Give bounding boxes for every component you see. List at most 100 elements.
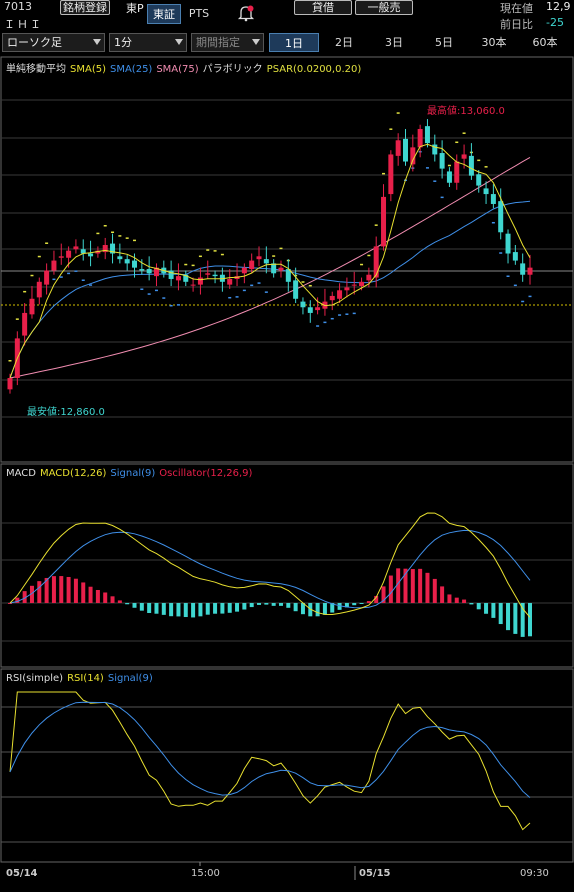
candle-body (44, 270, 50, 285)
macd-osc-bar (300, 603, 305, 615)
macd-osc-bar (476, 603, 481, 610)
period-range-placeholder: 期間指定 (196, 36, 240, 49)
interval-select[interactable]: 1分 (109, 33, 187, 52)
period-tab-60bars[interactable]: 60本 (532, 36, 558, 49)
psar-dot (125, 237, 129, 239)
psar-dot (59, 276, 63, 278)
macd-signal-line (9, 529, 531, 609)
chart-type-select[interactable]: ローソク足 (2, 33, 105, 52)
macd-osc-bar (293, 603, 298, 612)
register-button[interactable]: 銘柄登録 (60, 0, 110, 15)
candle-body (190, 284, 196, 286)
psar-dot (162, 297, 166, 299)
macd-osc-bar (117, 600, 122, 603)
candle-body (88, 253, 94, 257)
panel-frame (0, 463, 574, 668)
psar-dot (352, 312, 356, 315)
candle-body (446, 171, 452, 183)
candle-body (329, 295, 335, 301)
candle-body (351, 284, 357, 286)
macd-osc-bar (95, 589, 100, 603)
candle-body (402, 138, 408, 162)
macd-osc-bar (257, 603, 262, 605)
candle-body (424, 126, 430, 144)
candle-body (132, 260, 138, 268)
psar-dot (374, 224, 378, 226)
macd-osc-bar (110, 596, 115, 603)
candle-body (124, 259, 130, 264)
candle-body (80, 249, 86, 254)
candle-body (395, 140, 401, 156)
psar-dot (499, 252, 503, 254)
macd-osc-bar (37, 581, 42, 603)
macd-osc-bar (249, 603, 254, 608)
macd-osc-bar (528, 603, 532, 637)
psar-dot (484, 166, 488, 168)
psar-dot (8, 360, 12, 362)
psar-dot (506, 275, 510, 277)
candle-body (476, 174, 482, 186)
macd-osc-bar (154, 603, 159, 614)
macd-osc-bar (66, 576, 71, 603)
period-tab-1day[interactable]: 1日 (269, 33, 319, 52)
psar-dot (89, 284, 93, 286)
candle-body (285, 269, 291, 282)
psar-dot (228, 296, 232, 299)
psar-dot (491, 221, 495, 224)
rsi-signal-legend: Signal(9) (107, 673, 153, 684)
period-tab-30bars[interactable]: 30本 (481, 36, 507, 49)
chevron-down-icon (93, 39, 101, 45)
macd-osc-bar (44, 577, 49, 603)
candle-body (527, 267, 533, 275)
chevron-down-icon (252, 39, 260, 45)
macd-osc-bar (374, 595, 379, 603)
general-sell-button[interactable]: 一般売 (355, 0, 413, 15)
candle-body (498, 201, 504, 233)
macd-osc-bar (315, 603, 320, 617)
psar-dot (323, 321, 327, 324)
market-tab-tse[interactable]: 東証 (147, 4, 181, 24)
psar-dot (198, 255, 202, 258)
psar-dot (235, 296, 239, 298)
period-tab-5day[interactable]: 5日 (435, 36, 453, 49)
macd-osc-bar (220, 603, 225, 614)
macd-osc-bar (440, 586, 445, 603)
macd-osc-bar (271, 603, 276, 606)
alert-bell-icon[interactable] (237, 4, 255, 22)
period-tab-2day[interactable]: 2日 (335, 36, 353, 49)
stock-code: 7013 (4, 0, 32, 13)
macd-osc-bar (418, 568, 423, 603)
psar-dot (264, 291, 268, 293)
period-range-select[interactable]: 期間指定 (191, 33, 264, 52)
rsi-line-legend: RSI(14) (67, 673, 104, 684)
macd-osc-bar (388, 575, 393, 603)
psar-dot (147, 293, 151, 295)
macd-osc-bar (227, 603, 232, 613)
candle-body (153, 267, 159, 277)
psar-dot (242, 289, 246, 292)
market-tab-pts[interactable]: PTS (188, 7, 210, 20)
candle-body (256, 256, 262, 260)
header-bar: 7013 ＩＨＩ 銘柄登録 東P 東証 PTS 貸借 一般売 現在値 12,9 … (0, 0, 574, 32)
psar-dot (257, 282, 261, 284)
candle-body (344, 287, 350, 291)
period-tab-3day[interactable]: 3日 (385, 36, 403, 49)
psar-dot (389, 128, 393, 130)
candle-body (263, 259, 269, 264)
macd-osc-bar (51, 576, 56, 603)
macd-osc-bar (191, 603, 196, 618)
candle-body (51, 260, 57, 271)
candle-body (110, 243, 116, 254)
psar-dot (528, 295, 532, 298)
psar-dot (382, 172, 386, 175)
candle-body (454, 161, 460, 183)
macd-osc-bar (520, 603, 525, 637)
psar-dot (118, 235, 122, 237)
candle-body (102, 245, 108, 253)
lend-button[interactable]: 貸借 (294, 0, 352, 15)
x-label-1500: 15:00 (191, 868, 220, 879)
exchange-label: 東P (126, 2, 144, 15)
psar-dot (330, 317, 334, 320)
macd-osc-bar (469, 603, 474, 605)
